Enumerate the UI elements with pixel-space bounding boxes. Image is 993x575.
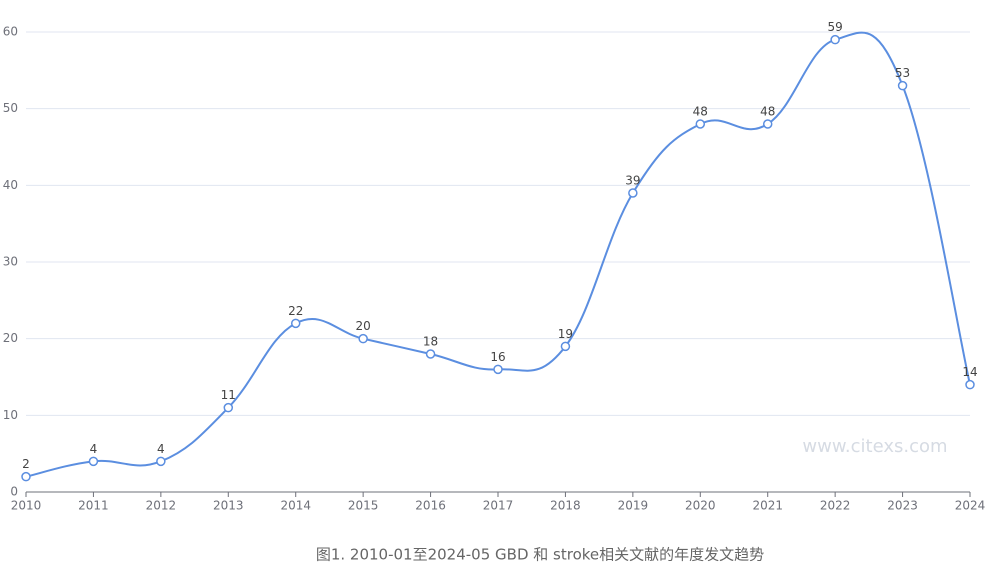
x-tick-label: 2010 [11, 499, 42, 513]
point [223, 402, 234, 413]
data-label: 39 [625, 174, 640, 188]
x-tick-label: 2019 [618, 499, 649, 513]
line [25, 31, 971, 478]
point [897, 80, 908, 91]
point [290, 318, 301, 329]
point [156, 456, 166, 467]
data-label: 53 [895, 66, 910, 80]
watermark: www.citexs.com [802, 436, 947, 457]
data-label: 59 [828, 20, 843, 34]
x-tick-label: 2011 [78, 499, 109, 513]
point [21, 471, 31, 482]
x-tick-label: 2017 [483, 499, 514, 513]
data-label: 4 [90, 442, 98, 456]
x-tick-label: 2013 [213, 499, 244, 513]
y-tick-label: 40 [3, 178, 18, 192]
y-tick-label: 0 [10, 485, 18, 499]
x-tick-label: 2012 [146, 499, 177, 513]
point [762, 119, 773, 129]
caption: 图1. 2010-01至2024-05 GBD 和 stroke相关文献的年度发… [316, 546, 764, 564]
point [560, 341, 571, 352]
data-label: 48 [693, 105, 708, 119]
data-label: 19 [558, 327, 573, 341]
point [493, 364, 503, 375]
x-tick-label: 2014 [280, 499, 311, 513]
data-label: 48 [760, 105, 775, 119]
point [425, 349, 436, 359]
x-tick-label: 2016 [415, 499, 446, 513]
x-tick-label: 2021 [752, 499, 783, 513]
x-tick-label: 2018 [550, 499, 581, 513]
data-label: 20 [356, 319, 371, 333]
point [695, 119, 706, 129]
data-label: 18 [423, 335, 438, 349]
y-tick-label: 60 [3, 25, 18, 39]
point [358, 333, 368, 344]
data-label: 16 [490, 350, 505, 364]
x-tick-label: 2015 [348, 499, 379, 513]
y-tick-label: 10 [3, 408, 18, 422]
point [88, 456, 99, 467]
point [628, 188, 638, 198]
data-label: 22 [288, 304, 303, 318]
point [965, 379, 975, 390]
point [830, 34, 840, 45]
data-label: 4 [157, 442, 165, 456]
y-tick-label: 50 [3, 101, 18, 115]
x-tick-label: 2023 [887, 499, 918, 513]
x-tick-label: 2020 [685, 499, 716, 513]
x-tick-label: 2024 [955, 499, 986, 513]
data-label: 2 [22, 457, 30, 471]
y-tick-label: 20 [3, 331, 18, 345]
data-label: 14 [962, 365, 977, 379]
x-tick-label: 2022 [820, 499, 851, 513]
data-label: 11 [221, 388, 236, 402]
y-tick-label: 30 [3, 255, 18, 269]
